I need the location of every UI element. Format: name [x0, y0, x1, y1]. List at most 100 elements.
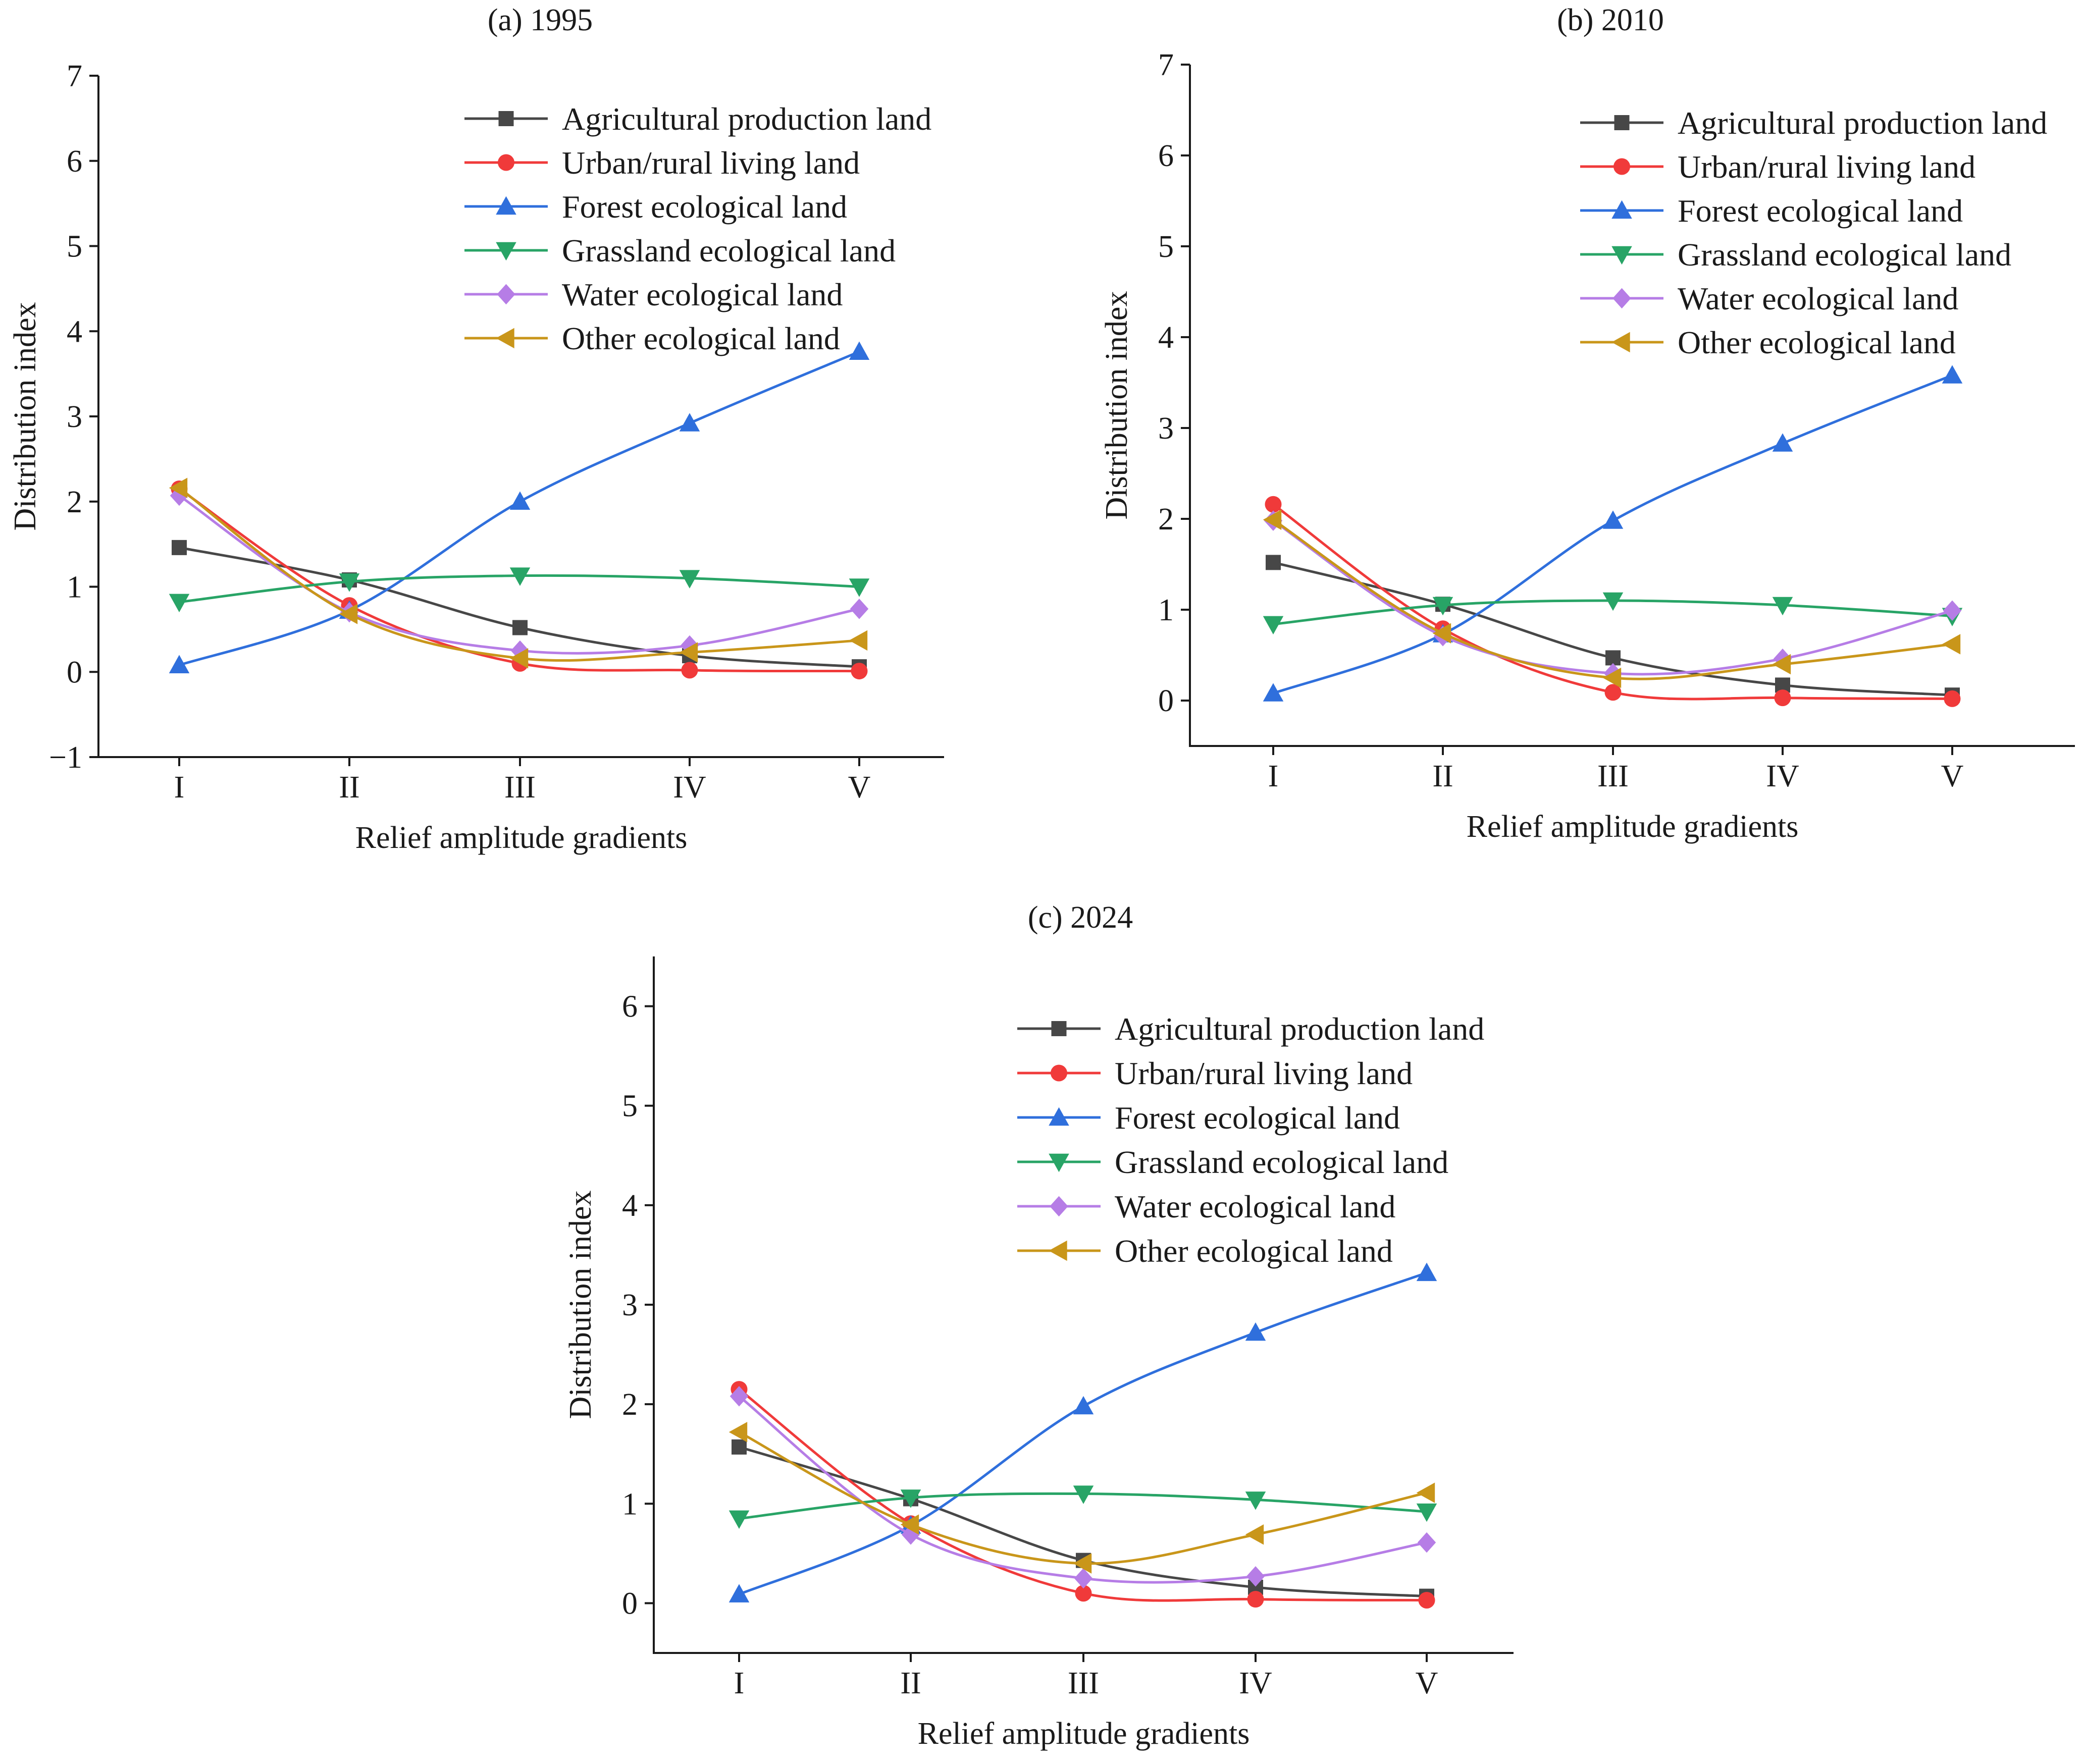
y-tick-label: 2 — [67, 485, 82, 519]
y-tick-label: 7 — [1158, 48, 1174, 82]
series-line — [1272, 374, 1954, 695]
data-point — [728, 1510, 750, 1529]
y-tick-label: 1 — [1158, 593, 1174, 627]
legend-label: Agricultural production land — [562, 101, 931, 137]
legend-label: Water ecological land — [1678, 281, 1958, 316]
y-tick-label: 2 — [1158, 502, 1174, 537]
x-tick-label: I — [1268, 759, 1279, 793]
legend-label: Urban/rural living land — [562, 145, 860, 181]
legend-marker — [1611, 200, 1632, 219]
data-point — [900, 1489, 921, 1508]
y-tick-label: 2 — [622, 1387, 638, 1422]
legend-marker — [1612, 288, 1631, 309]
y-tick-label: 1 — [67, 570, 82, 605]
data-point — [1943, 600, 1962, 621]
data-point — [679, 570, 700, 589]
data-point — [1263, 509, 1282, 530]
legend-label: Grassland ecological land — [1115, 1144, 1448, 1180]
data-point — [1418, 1592, 1435, 1609]
chart-title: (a) 1995 — [488, 3, 593, 37]
legend-label: Forest ecological land — [1678, 193, 1963, 229]
data-point — [509, 648, 529, 669]
legend-marker — [1614, 115, 1630, 130]
x-tick-label: IV — [673, 770, 706, 805]
x-tick-label: I — [734, 1666, 745, 1700]
y-tick-label: 4 — [622, 1189, 638, 1223]
legend-marker — [497, 284, 515, 305]
data-point — [1772, 597, 1793, 616]
data-point — [1604, 684, 1622, 701]
series-triangle-left — [169, 477, 868, 669]
data-point — [850, 599, 869, 619]
x-tick-label: III — [504, 770, 536, 805]
data-point — [1266, 555, 1281, 570]
y-tick-label: 6 — [622, 990, 638, 1024]
data-point — [851, 663, 868, 680]
y-axis-title: Distribution index — [8, 302, 42, 531]
y-tick-label: 5 — [1158, 230, 1174, 264]
legend-marker — [1611, 332, 1630, 353]
data-point — [849, 578, 870, 597]
data-point — [512, 620, 528, 635]
legend: Agricultural production land Urban/rural … — [464, 101, 931, 356]
data-point — [1263, 683, 1284, 702]
chart-title: (b) 2010 — [1557, 3, 1664, 37]
data-point — [169, 477, 188, 498]
series-triangle-down — [728, 1485, 1437, 1529]
data-point — [1416, 1262, 1437, 1281]
data-point — [1942, 634, 1961, 655]
data-point — [1245, 1524, 1264, 1545]
x-tick-label: V — [1941, 759, 1964, 793]
legend: Agricultural production land Urban/rural … — [1017, 1011, 1484, 1269]
x-axis-title: Relief amplitude gradients — [355, 821, 688, 855]
data-point — [728, 1584, 750, 1602]
data-point — [172, 540, 187, 555]
data-point — [679, 642, 698, 663]
x-tick-label: V — [1416, 1666, 1438, 1700]
data-point — [730, 1386, 749, 1407]
data-point — [1416, 1503, 1437, 1522]
legend-label: Urban/rural living land — [1678, 149, 1975, 185]
data-point — [1772, 433, 1793, 452]
x-tick-label: IV — [1239, 1666, 1272, 1700]
y-axis-title: Distribution index — [563, 1191, 598, 1419]
data-point — [509, 491, 531, 510]
axis-frame — [1189, 65, 2075, 747]
legend-label: Agricultural production land — [1115, 1011, 1484, 1047]
y-tick-label: 1 — [622, 1487, 638, 1521]
legend-marker — [1051, 1064, 1067, 1082]
data-point — [1602, 667, 1622, 688]
legend-label: Water ecological land — [1115, 1189, 1395, 1224]
y-tick-label: 0 — [622, 1586, 638, 1621]
data-point — [1247, 1591, 1264, 1608]
series-triangle-up — [728, 1262, 1437, 1602]
data-point — [1774, 689, 1791, 707]
legend-marker — [1050, 1196, 1068, 1217]
data-point — [1942, 365, 1963, 384]
x-axis-title: Relief amplitude gradients — [918, 1717, 1250, 1751]
data-point — [681, 662, 698, 679]
data-point — [1432, 623, 1451, 644]
data-point — [1944, 690, 1961, 707]
axis-frame — [653, 956, 1514, 1654]
chart-title: (c) 2024 — [1028, 900, 1133, 935]
data-point — [169, 655, 190, 673]
y-axis-title: Distribution index — [1100, 291, 1134, 520]
legend-marker — [498, 154, 514, 171]
series-triangle-down — [169, 567, 870, 613]
y-tick-label: 5 — [622, 1089, 638, 1124]
legend-label: Water ecological land — [562, 277, 843, 312]
legend-label: Other ecological land — [1678, 325, 1956, 360]
legend-label: Grassland ecological land — [562, 233, 896, 269]
data-point — [339, 604, 358, 624]
x-tick-label: V — [848, 770, 871, 805]
y-tick-label: −1 — [49, 740, 82, 775]
data-point — [679, 413, 700, 432]
y-tick-label: 3 — [1158, 411, 1174, 446]
x-tick-label: IV — [1766, 759, 1799, 793]
data-point — [728, 1422, 748, 1442]
data-point — [1245, 1491, 1266, 1510]
